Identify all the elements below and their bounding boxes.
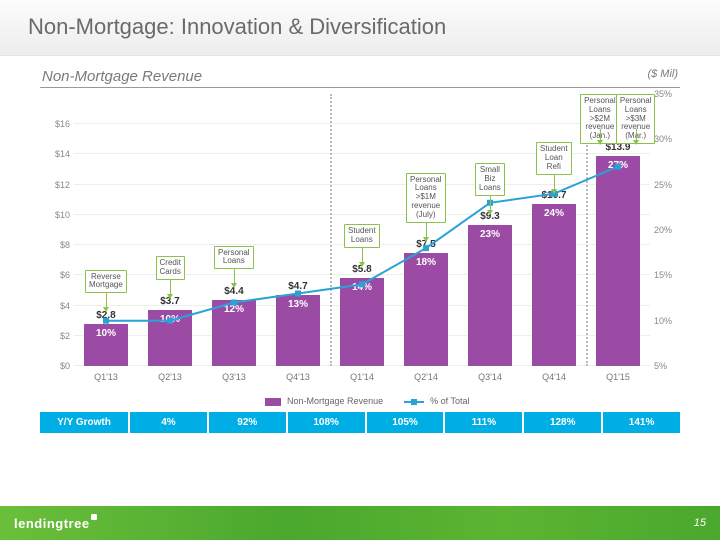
bar-pct-label: 27%: [608, 160, 628, 171]
bar-cell: $4.713%: [266, 295, 330, 366]
y1-tick: $2: [60, 331, 70, 341]
logo: lendingtree: [14, 516, 97, 531]
bar-pct-label: 14%: [352, 282, 372, 293]
x-tick: Q4'13: [266, 366, 330, 394]
x-tick: Q2'14: [394, 366, 458, 394]
y1-tick: $0: [60, 361, 70, 371]
bar-cell: $2.810%: [74, 324, 138, 366]
legend: Non-Mortgage Revenue % of Total: [40, 396, 680, 406]
growth-cell: 92%: [209, 412, 288, 433]
callout: SmallBizLoans: [475, 163, 505, 195]
bar-value-label: $4.7: [288, 281, 307, 292]
callout: PersonalLoans>$1Mrevenue(July): [406, 173, 446, 223]
legend-line-label: % of Total: [430, 396, 469, 406]
bar: $2.810%: [84, 324, 128, 366]
callout: StudentLoanRefi: [536, 142, 572, 174]
growth-cell: 111%: [445, 412, 524, 433]
callout: PersonalLoans: [214, 246, 254, 270]
slide-title: Non-Mortgage: Innovation & Diversificati…: [28, 14, 692, 40]
callout: ReverseMortgage: [85, 270, 127, 294]
unit-label: ($ Mil): [647, 68, 678, 85]
y-axis-left: $0$2$4$6$8$10$12$14$16: [40, 94, 74, 366]
chart-subtitle: Non-Mortgage Revenue: [42, 68, 202, 85]
bar: $4.713%: [276, 295, 320, 366]
y1-tick: $10: [55, 210, 70, 220]
y2-tick: 30%: [654, 134, 672, 144]
growth-label: Y/Y Growth: [40, 412, 130, 433]
bar-cell: $4.412%: [202, 300, 266, 366]
y2-tick: 5%: [654, 361, 667, 371]
year-separator: [330, 94, 332, 366]
growth-table: Y/Y Growth4%92%108%105%111%128%141%: [40, 412, 680, 433]
callout: CreditCards: [156, 256, 185, 280]
chart-area: Non-Mortgage Revenue ($ Mil) $0$2$4$6$8$…: [40, 68, 680, 480]
y2-tick: 35%: [654, 89, 672, 99]
bar: $9.323%: [468, 225, 512, 366]
x-axis: Q1'13Q2'13Q3'13Q4'13Q1'14Q2'14Q3'14Q4'14…: [74, 366, 650, 394]
logo-leaf-icon: [91, 514, 97, 520]
bar: $4.412%: [212, 300, 256, 366]
legend-bar-swatch: [265, 398, 281, 406]
x-tick: Q1'15: [586, 366, 650, 394]
x-tick: Q2'13: [138, 366, 202, 394]
growth-cell: 105%: [367, 412, 446, 433]
legend-bar-label: Non-Mortgage Revenue: [287, 396, 383, 406]
x-tick: Q3'14: [458, 366, 522, 394]
y1-tick: $12: [55, 180, 70, 190]
bar: $10.724%: [532, 204, 576, 366]
bar-cell: $13.927%: [586, 156, 650, 366]
bar: $3.710%: [148, 310, 192, 366]
y1-tick: $16: [55, 119, 70, 129]
callout: PersonalLoans>$3Mrevenue(Mar.): [616, 94, 656, 144]
bar-cell: $10.724%: [522, 204, 586, 366]
plot: $0 $2 $4 $6 $8 $10 $12 $14 $16 5% 10% 15% 20% 25% 30%…: [40, 94, 680, 394]
page-number: 15: [694, 517, 706, 529]
x-tick: Q1'14: [330, 366, 394, 394]
callout: PersonalLoans>$2Mrevenue(Jan.): [580, 94, 620, 144]
x-tick: Q4'14: [522, 366, 586, 394]
x-tick: Q1'13: [74, 366, 138, 394]
subtitle-row: Non-Mortgage Revenue ($ Mil): [40, 68, 680, 88]
y2-tick: 15%: [654, 270, 672, 280]
y2-tick: 10%: [654, 316, 672, 326]
y1-tick: $4: [60, 301, 70, 311]
bar-cell: $5.814%: [330, 278, 394, 366]
y1-tick: $14: [55, 149, 70, 159]
slide: { "title": "Non-Mortgage: Innovation & D…: [0, 0, 720, 540]
callout: StudentLoans: [344, 224, 380, 248]
bar: $5.814%: [340, 278, 384, 366]
bar-pct-label: 12%: [224, 304, 244, 315]
bar-pct-label: 10%: [160, 314, 180, 325]
growth-cell: 141%: [603, 412, 680, 433]
y1-tick: $6: [60, 270, 70, 280]
y1-tick: $8: [60, 240, 70, 250]
bar-pct-label: 24%: [544, 208, 564, 219]
bar-pct-label: 13%: [288, 299, 308, 310]
bar-cell: $7.518%: [394, 253, 458, 366]
bar-pct-label: 10%: [96, 328, 116, 339]
y2-tick: 25%: [654, 180, 672, 190]
title-bar: Non-Mortgage: Innovation & Diversificati…: [0, 0, 720, 56]
growth-cell: 128%: [524, 412, 603, 433]
growth-cell: 4%: [130, 412, 209, 433]
footer-bar: lendingtree 15: [0, 506, 720, 540]
bar: $13.927%: [596, 156, 640, 366]
bar-cell: $9.323%: [458, 225, 522, 366]
bar-cell: $3.710%: [138, 310, 202, 366]
bar: $7.518%: [404, 253, 448, 366]
x-tick: Q3'13: [202, 366, 266, 394]
logo-text: lendingtree: [14, 516, 90, 531]
growth-cell: 108%: [288, 412, 367, 433]
bar-pct-label: 18%: [416, 257, 436, 268]
bar-pct-label: 23%: [480, 229, 500, 240]
y2-tick: 20%: [654, 225, 672, 235]
